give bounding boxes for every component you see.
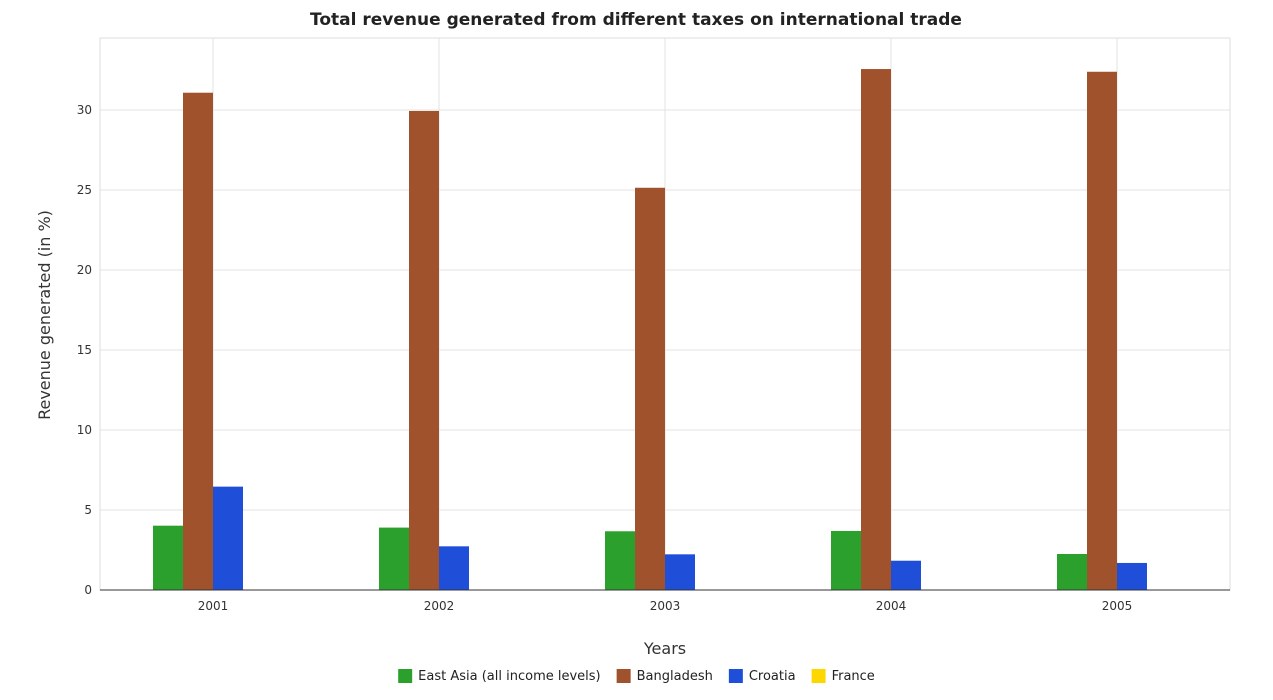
x-tick-label: 2003: [650, 599, 681, 613]
legend-item: Bangladesh: [617, 669, 713, 684]
legend-label: Croatia: [749, 669, 796, 684]
legend-swatch: [398, 669, 412, 683]
y-tick-label: 10: [77, 423, 92, 437]
legend-label: East Asia (all income levels): [418, 669, 600, 684]
bar-east-asia-all-income-levels-2002: [379, 528, 409, 590]
bar-bangladesh-2003: [635, 188, 665, 590]
x-axis-label: Years: [643, 639, 686, 658]
y-tick-label: 30: [77, 103, 92, 117]
bar-east-asia-all-income-levels-2003: [605, 531, 635, 590]
y-tick-label: 25: [77, 183, 92, 197]
bar-croatia-2001: [213, 487, 243, 590]
legend: East Asia (all income levels) Bangladesh C…: [398, 669, 875, 684]
bar-croatia-2002: [439, 546, 469, 590]
legend-item: France: [812, 669, 875, 684]
bar-bangladesh-2004: [861, 69, 891, 590]
legend-swatch: [729, 669, 743, 683]
y-tick-label: 20: [77, 263, 92, 277]
x-tick-label: 2001: [198, 599, 229, 613]
x-tick-label: 2002: [424, 599, 455, 613]
legend-swatch: [617, 669, 631, 683]
bar-east-asia-all-income-levels-2001: [153, 526, 183, 590]
y-tick-label: 5: [84, 503, 92, 517]
bar-bangladesh-2005: [1087, 72, 1117, 590]
legend-label: France: [832, 669, 875, 684]
legend-item: Croatia: [729, 669, 796, 684]
bar-croatia-2003: [665, 554, 695, 590]
x-tick-label: 2005: [1102, 599, 1133, 613]
legend-item: East Asia (all income levels): [398, 669, 600, 684]
legend-swatch: [812, 669, 826, 683]
chart-title: Total revenue generated from different t…: [310, 10, 962, 30]
bar-east-asia-all-income-levels-2004: [831, 531, 861, 590]
y-axis-label: Revenue generated (in %): [35, 210, 54, 420]
legend-label: Bangladesh: [637, 669, 713, 684]
bar-bangladesh-2002: [409, 111, 439, 590]
x-tick-label: 2004: [876, 599, 907, 613]
bar-croatia-2005: [1117, 563, 1147, 590]
bar-east-asia-all-income-levels-2005: [1057, 554, 1087, 590]
bar-bangladesh-2001: [183, 93, 213, 590]
bars: [153, 69, 1147, 590]
bar-croatia-2004: [891, 561, 921, 590]
y-tick-label: 0: [84, 583, 92, 597]
y-tick-label: 15: [77, 343, 92, 357]
